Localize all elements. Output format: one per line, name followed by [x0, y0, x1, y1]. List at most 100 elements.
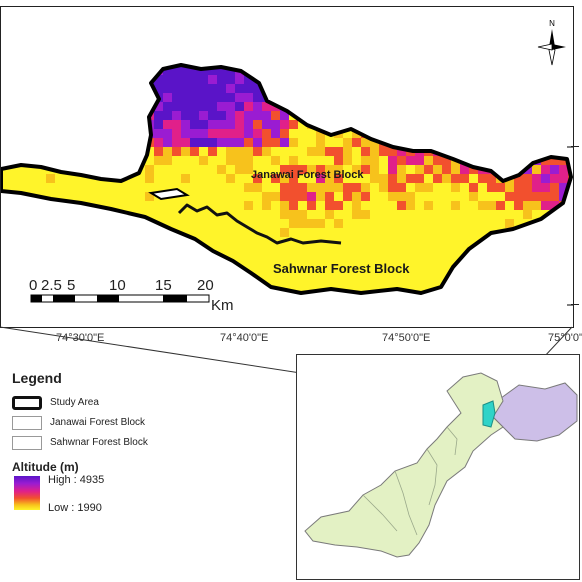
raster-cell [334, 192, 343, 201]
raster-cell [361, 201, 370, 210]
raster-cell [190, 93, 199, 102]
raster-cell [316, 264, 325, 273]
raster-cell [199, 219, 208, 228]
raster-cell [406, 282, 415, 291]
raster-cell [172, 165, 181, 174]
raster-cell [532, 174, 541, 183]
raster-cell [370, 147, 379, 156]
raster-cell [370, 201, 379, 210]
raster-cell [442, 264, 451, 273]
raster-cell [172, 111, 181, 120]
raster-cell [352, 192, 361, 201]
raster-cell [298, 156, 307, 165]
raster-cell [19, 174, 28, 183]
raster-cell [262, 210, 271, 219]
raster-cell [280, 246, 289, 255]
raster-cell [235, 246, 244, 255]
raster-cell [226, 156, 235, 165]
raster-cell [181, 84, 190, 93]
raster-cell [181, 147, 190, 156]
raster-cell [217, 66, 226, 75]
raster-cell [415, 183, 424, 192]
raster-cell [262, 111, 271, 120]
raster-cell [505, 201, 514, 210]
raster-cell [388, 147, 397, 156]
raster-cell [235, 192, 244, 201]
raster-cell [424, 273, 433, 282]
raster-cell [298, 138, 307, 147]
raster-cell [217, 84, 226, 93]
raster-cell [334, 210, 343, 219]
raster-cell [181, 120, 190, 129]
raster-cell [496, 183, 505, 192]
raster-cell [433, 246, 442, 255]
raster-cell [307, 273, 316, 282]
scale-tick-label: 20 [197, 277, 214, 294]
raster-cell [307, 183, 316, 192]
raster-cell [199, 84, 208, 93]
raster-cell [163, 147, 172, 156]
raster-cell [217, 183, 226, 192]
raster-cell [496, 219, 505, 228]
raster-cell [388, 192, 397, 201]
raster-cell [127, 183, 136, 192]
raster-cell [550, 183, 559, 192]
raster-cell [550, 165, 559, 174]
raster-cell [298, 183, 307, 192]
raster-cell [334, 228, 343, 237]
raster-cell [253, 156, 262, 165]
raster-cell [442, 255, 451, 264]
raster-cell [361, 147, 370, 156]
raster-cell [370, 273, 379, 282]
raster-cell [415, 246, 424, 255]
raster-cell [163, 219, 172, 228]
raster-cell [352, 246, 361, 255]
raster-cell [379, 264, 388, 273]
raster-cell [307, 246, 316, 255]
raster-cell [235, 237, 244, 246]
raster-cell [379, 255, 388, 264]
raster-cell [397, 210, 406, 219]
raster-cell [298, 273, 307, 282]
raster-cell [163, 93, 172, 102]
raster-cell [244, 174, 253, 183]
north-arrow-icon: N [537, 19, 566, 66]
raster-cell [163, 165, 172, 174]
raster-cell [334, 255, 343, 264]
raster-cell [172, 219, 181, 228]
raster-cell [244, 84, 253, 93]
raster-cell [253, 129, 262, 138]
raster-cell [451, 165, 460, 174]
raster-cell [73, 192, 82, 201]
raster-cell [289, 165, 298, 174]
raster-cell [190, 129, 199, 138]
raster-cell [316, 273, 325, 282]
raster-cell [226, 201, 235, 210]
raster-cell [289, 129, 298, 138]
raster-cell [280, 192, 289, 201]
raster-cell [244, 255, 253, 264]
raster-cell [316, 210, 325, 219]
raster-cell [307, 192, 316, 201]
raster-cell [271, 120, 280, 129]
raster-cell [163, 120, 172, 129]
raster-cell [343, 246, 352, 255]
raster-cell [253, 255, 262, 264]
raster-cell [109, 192, 118, 201]
raster-cell [253, 219, 262, 228]
raster-cell [478, 192, 487, 201]
raster-cell [541, 183, 550, 192]
raster-cell [307, 201, 316, 210]
legend: Legend Study Area Janawai Forest Block S… [12, 370, 282, 540]
raster-cell [253, 246, 262, 255]
raster-cell [19, 165, 28, 174]
raster-cell [343, 219, 352, 228]
raster-cell [442, 219, 451, 228]
raster-cell [487, 210, 496, 219]
raster-cell [379, 201, 388, 210]
raster-cell [244, 219, 253, 228]
raster-cell [316, 129, 325, 138]
raster-cell [460, 201, 469, 210]
raster-cell [154, 75, 163, 84]
raster-cell [253, 192, 262, 201]
